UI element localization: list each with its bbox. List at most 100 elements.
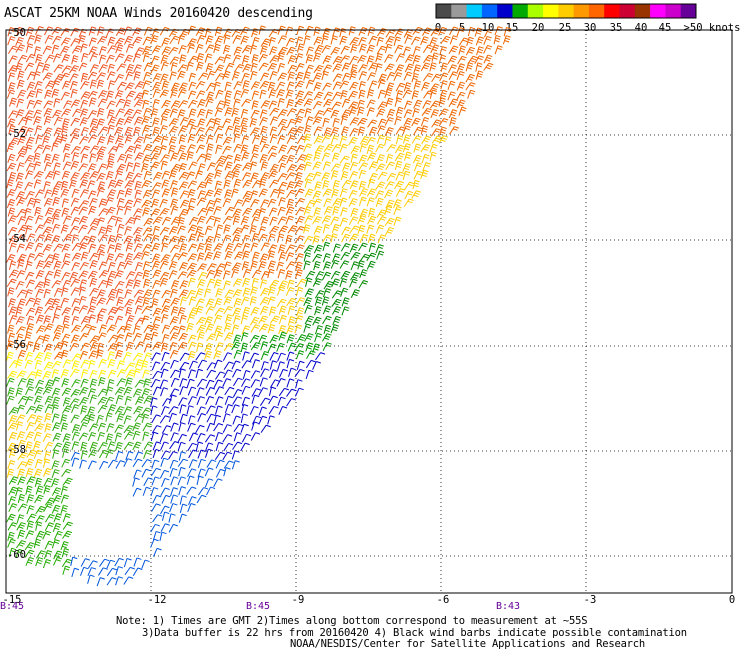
wind-barb (241, 197, 251, 207)
wind-barb (159, 198, 168, 208)
wind-barb (294, 315, 304, 325)
wind-barb (123, 26, 133, 36)
wind-barb (314, 44, 324, 54)
wind-barb (116, 163, 127, 173)
wind-barb (25, 351, 34, 361)
wind-barb (87, 180, 96, 190)
wind-barb (24, 208, 32, 218)
wind-barb (215, 396, 224, 406)
wind-barb (8, 97, 17, 107)
wind-barb (123, 99, 132, 109)
wind-barb (8, 476, 19, 485)
wind-barb (321, 35, 329, 45)
wind-barb (71, 242, 82, 252)
wind-barb (296, 307, 305, 317)
wind-barb (215, 100, 226, 110)
wind-barb (358, 180, 367, 191)
wind-barb (187, 189, 196, 199)
wind-barb (366, 260, 376, 270)
wind-barb (35, 214, 44, 225)
wind-barb (332, 63, 343, 72)
wind-barb (474, 27, 483, 37)
wind-barb (304, 333, 314, 342)
wind-barb (366, 44, 375, 54)
wind-barb (143, 289, 153, 298)
wind-barb (33, 440, 41, 450)
wind-barb (234, 251, 244, 260)
wind-barb (403, 100, 413, 110)
wind-barb (187, 468, 197, 478)
wind-barb (88, 46, 98, 55)
wind-barb (25, 485, 33, 495)
wind-barb (205, 199, 215, 209)
wind-barb (303, 297, 313, 306)
wind-barb (224, 90, 232, 100)
wind-barb (431, 119, 442, 128)
wind-barb (223, 34, 231, 44)
wind-barb (16, 370, 27, 379)
wind-barb (341, 98, 351, 108)
wind-barb (97, 431, 105, 442)
lat-label: -56 (7, 339, 26, 351)
wind-barb (449, 117, 457, 127)
wind-barb (98, 449, 109, 459)
wind-barb (340, 126, 350, 136)
wind-barb (214, 64, 225, 74)
wind-barb (106, 577, 117, 586)
wind-barb (197, 108, 206, 118)
wind-barb (276, 342, 285, 352)
wind-barb (367, 26, 376, 36)
wind-barb (205, 379, 215, 389)
wind-barb (196, 387, 205, 397)
wind-barb (197, 190, 206, 200)
wind-barb (123, 323, 132, 333)
wind-barb (141, 468, 151, 478)
wind-barb (348, 233, 359, 242)
wind-barb (303, 71, 311, 81)
wind-barb (80, 450, 88, 460)
wind-barb (97, 342, 105, 353)
wind-barb (179, 54, 187, 64)
wind-barb (8, 235, 18, 245)
wind-barb (214, 325, 223, 335)
wind-barb (42, 370, 52, 380)
wind-barb (367, 215, 377, 225)
wind-barb (96, 118, 105, 128)
wind-barb (465, 82, 476, 91)
wind-barb (161, 289, 171, 299)
wind-barb (151, 425, 162, 434)
wind-barb (43, 458, 51, 468)
wind-barb (322, 288, 332, 298)
wind-barb (295, 53, 304, 63)
wind-barb (403, 109, 413, 119)
wind-barb (178, 368, 186, 378)
wind-barb (357, 99, 365, 110)
wind-barb (213, 251, 222, 261)
wind-barb (296, 334, 307, 343)
wind-barb (278, 368, 288, 378)
wind-barb (232, 35, 242, 44)
wind-barb (7, 422, 18, 431)
wind-barb (278, 387, 290, 397)
wind-barb (44, 404, 54, 414)
wind-barb (52, 109, 62, 119)
wind-barb (170, 297, 180, 307)
wind-barb (60, 37, 71, 46)
wind-barb (206, 162, 217, 172)
wind-barb (339, 143, 348, 153)
wind-barb (134, 379, 146, 388)
wind-barb (35, 521, 43, 531)
wind-barb (386, 71, 396, 81)
wind-barb (213, 422, 224, 432)
wind-barb (188, 459, 198, 469)
wind-barb (250, 127, 260, 136)
wind-barb (16, 197, 26, 206)
wind-barb (269, 126, 278, 136)
wind-barb (260, 341, 269, 351)
wind-barb (53, 260, 62, 270)
wind-barb (188, 360, 198, 370)
wind-barb (72, 108, 82, 118)
wind-barb (204, 172, 215, 182)
wind-barb (96, 289, 106, 299)
